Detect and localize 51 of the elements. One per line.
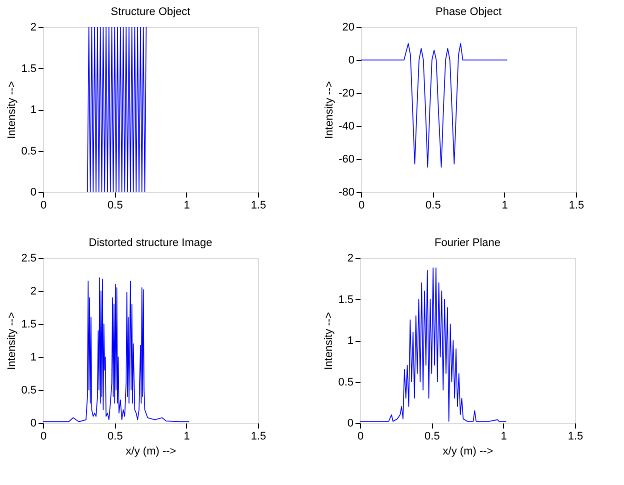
x-tick-label: 1 — [502, 200, 508, 212]
y-tick-label: 2.5 — [21, 252, 36, 264]
x-tick-label: 1 — [500, 430, 507, 442]
y-tick-label: 0.5 — [21, 145, 36, 158]
y-axis-title: Intensity --> — [6, 81, 18, 139]
line-series — [361, 43, 508, 168]
x-tick-label: 1 — [184, 200, 190, 212]
y-tick-label: -80 — [338, 186, 354, 198]
y-tick-label: 2 — [347, 252, 354, 264]
y-tick-label: 0 — [348, 54, 354, 66]
x-tick-label: 1.5 — [250, 430, 266, 442]
y-tick-label: 1.5 — [21, 318, 36, 330]
y-tick-label: 20 — [342, 22, 354, 34]
y-tick-label: 1 — [30, 104, 36, 116]
y-tick-label: 0.5 — [21, 384, 36, 396]
y-tick-label: -20 — [338, 88, 354, 100]
y-tick-label: -40 — [338, 120, 354, 132]
y-tick-label: 1 — [347, 335, 354, 347]
x-tick-label: 0 — [40, 430, 47, 442]
chart-title: Fourier Plane — [434, 237, 501, 249]
line-series — [43, 277, 190, 422]
y-tick-label: 1 — [30, 352, 36, 364]
x-tick-label: 0.5 — [424, 430, 440, 442]
y-tick-label: 0.5 — [338, 376, 354, 388]
x-tick-label: 1.5 — [568, 430, 584, 442]
chart-title: Phase Object — [435, 6, 502, 18]
x-tick-label: 1.5 — [250, 200, 266, 212]
x-axis-title: x/y (m) --> — [126, 446, 176, 458]
y-tick-label: 0 — [347, 418, 354, 430]
x-tick-label: 0 — [357, 430, 364, 442]
x-tick-label: 0.5 — [108, 430, 123, 442]
y-tick-label: 2 — [30, 22, 36, 34]
y-tick-label: 1.5 — [338, 294, 354, 306]
y-tick-label: 1.5 — [21, 62, 36, 75]
y-tick-label: -60 — [338, 154, 354, 166]
x-tick-label: 1 — [184, 430, 190, 442]
x-tick-label: 0.5 — [108, 200, 123, 212]
y-tick-label: 0 — [30, 186, 36, 198]
y-axis-title: Intensity --> — [323, 312, 336, 370]
y-axis-title: Intensity --> — [6, 312, 18, 370]
chart-title: Distorted structure Image — [88, 237, 212, 249]
x-tick-label: 0.5 — [426, 200, 441, 212]
y-tick-label: 0 — [30, 418, 36, 430]
x-tick-label: 0 — [40, 200, 47, 212]
y-axis-title: Intensity --> — [324, 81, 336, 139]
line-series — [360, 268, 507, 422]
x-axis-title: x/y (m) --> — [442, 446, 494, 458]
x-tick-label: 0 — [358, 200, 365, 212]
x-tick-label: 1.5 — [568, 200, 584, 212]
y-tick-label: 2 — [30, 286, 36, 298]
chart-title: Structure Object — [110, 6, 190, 18]
